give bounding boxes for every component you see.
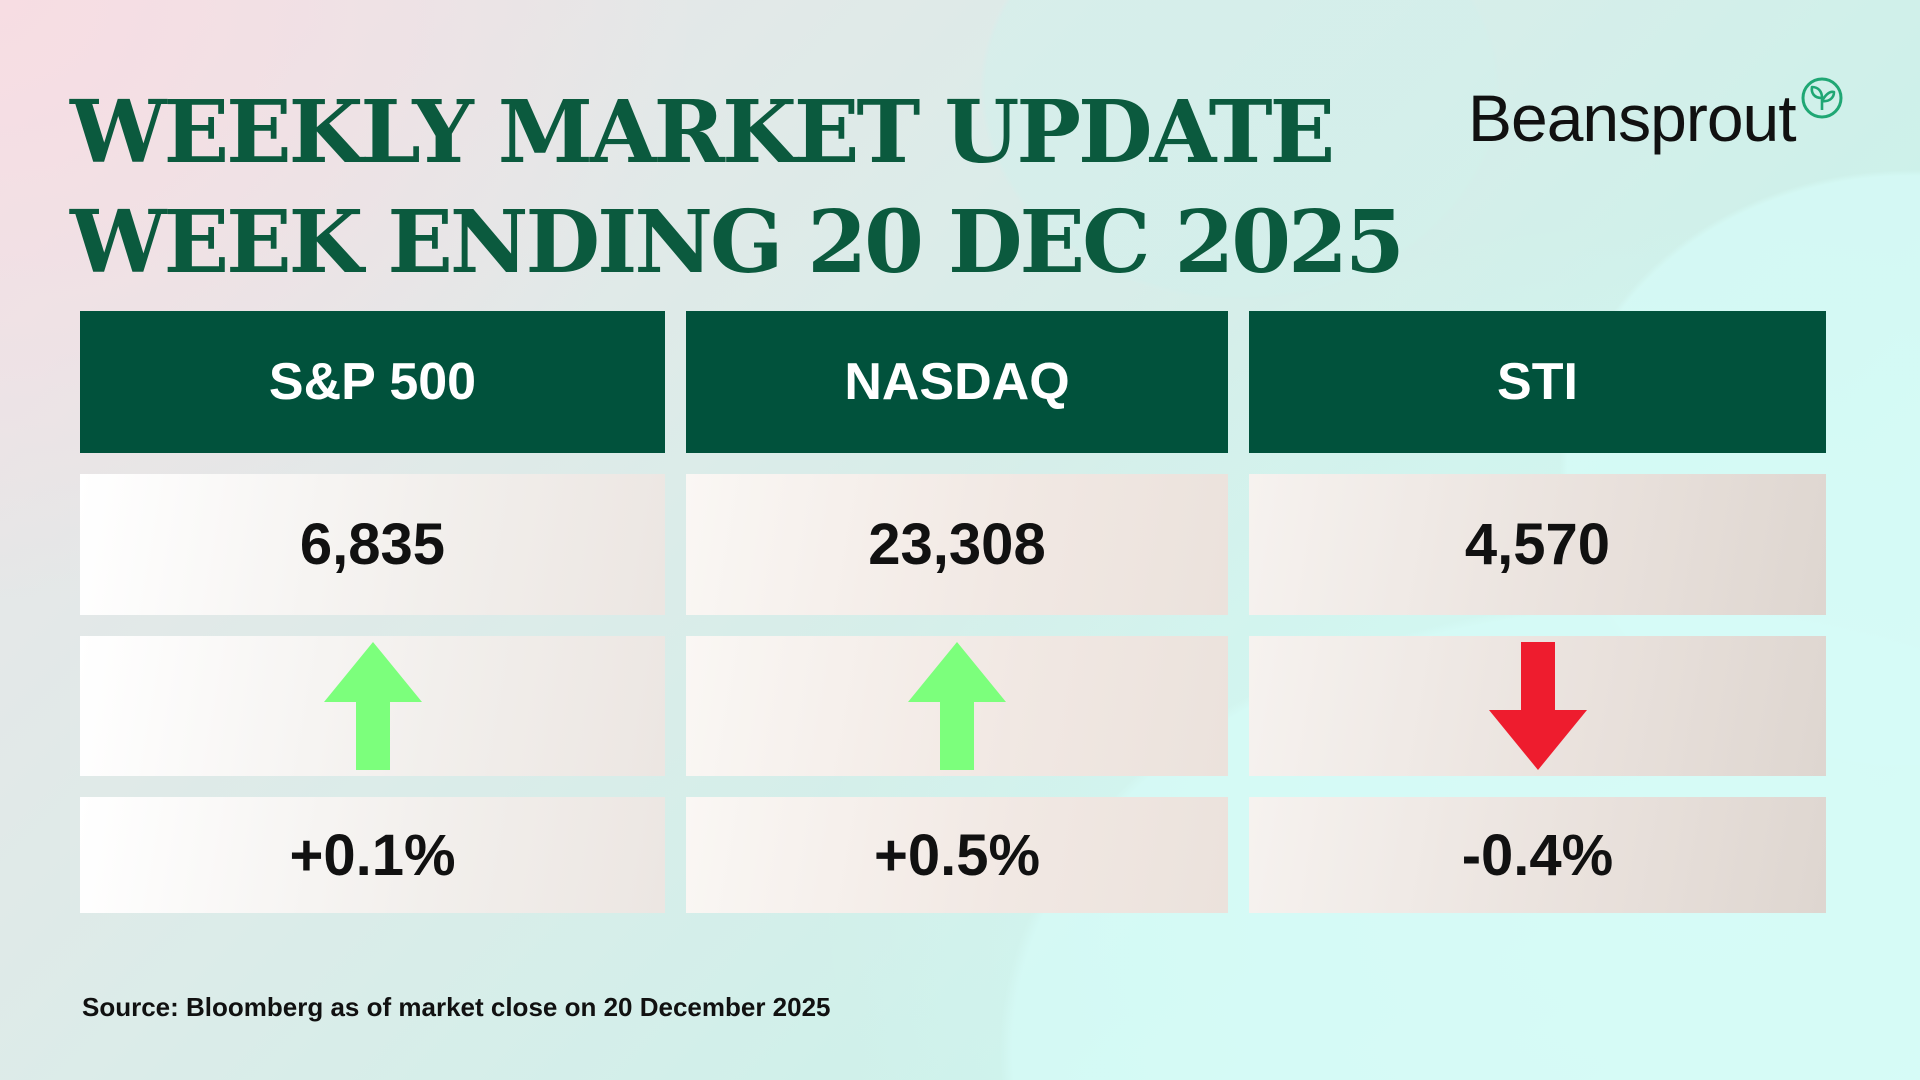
index-change-sti: -0.4% (1249, 797, 1826, 913)
index-value-sp500: 6,835 (80, 474, 665, 615)
direction-cell-nasdaq (686, 636, 1228, 776)
index-value-sti: 4,570 (1249, 474, 1826, 615)
index-value-nasdaq: 23,308 (686, 474, 1228, 615)
index-change-nasdaq: +0.5% (686, 797, 1228, 913)
index-header-sp500: S&P 500 (80, 311, 665, 453)
sprout-leaf-icon (1801, 77, 1843, 119)
direction-cell-sti (1249, 636, 1826, 776)
source-note: Source: Bloomberg as of market close on … (82, 992, 831, 1022)
title-line-2: WEEK ENDING 20 DEC 2025 (70, 192, 1405, 293)
title-line-1: WEEKLY MARKET UPDATE (70, 82, 1335, 183)
arrow-up-icon (908, 642, 1006, 770)
index-header-sti: STI (1249, 311, 1826, 453)
index-header-nasdaq: NASDAQ (686, 311, 1228, 453)
arrow-up-icon (323, 642, 422, 770)
beansprout-logo: Beansprout (1468, 77, 1844, 158)
index-change-sp500: +0.1% (80, 797, 665, 913)
logo-text: Beansprout (1468, 81, 1797, 155)
page-title: WEEKLY MARKET UPDATE WEEK ENDING 20 DEC … (70, 78, 1405, 298)
direction-cell-sp500 (80, 636, 665, 776)
arrow-down-icon (1488, 642, 1587, 770)
